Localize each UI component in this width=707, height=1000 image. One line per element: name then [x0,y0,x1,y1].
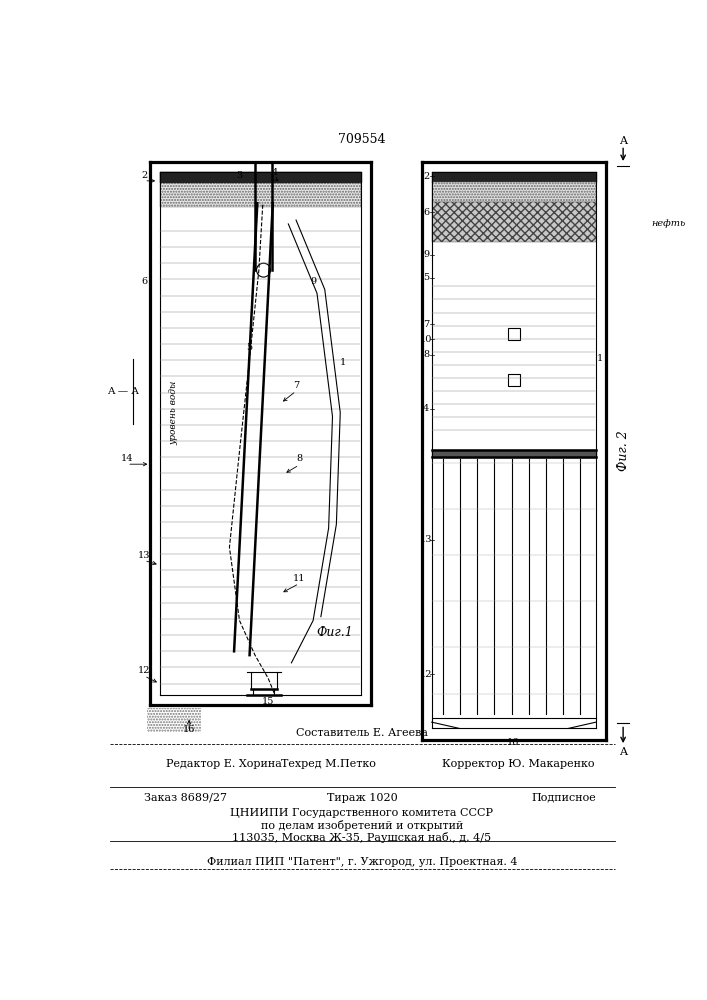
Text: Составитель Е. Агеева: Составитель Е. Агеева [296,728,428,738]
Text: 8: 8 [423,350,429,359]
Text: Филиал ПИП "Патент", г. Ужгород, ул. Проектная. 4: Филиал ПИП "Патент", г. Ужгород, ул. Про… [206,857,518,867]
Text: A: A [619,136,627,146]
Bar [146,708,201,732]
Text: 7: 7 [423,320,429,329]
Text: Фиг.1: Фиг.1 [317,626,354,639]
Text: 16: 16 [183,725,195,734]
Text: ЦНИИПИ Государственного комитета СССР: ЦНИИПИ Государственного комитета СССР [230,808,493,818]
Text: по делам изобретений и открытий: по делам изобретений и открытий [261,820,463,831]
Text: 6: 6 [423,208,429,217]
Text: 5: 5 [423,273,429,282]
Text: 13: 13 [420,535,433,544]
Text: A: A [619,747,627,757]
Text: 1: 1 [339,358,346,367]
Text: 11: 11 [293,574,305,583]
Text: Корректор Ю. Макаренко: Корректор Ю. Макаренко [443,759,595,769]
Text: A — A: A — A [107,387,139,396]
Text: 12: 12 [420,670,433,679]
Text: 1: 1 [597,354,603,363]
Text: 5: 5 [247,343,252,352]
Text: 15: 15 [262,697,274,706]
Text: Заказ 8689/27: Заказ 8689/27 [144,793,227,803]
Text: 10: 10 [420,335,433,344]
Text: 9: 9 [423,250,429,259]
Text: 13: 13 [138,551,151,560]
Text: нефть: нефть [651,219,685,228]
Text: 16: 16 [507,738,519,747]
Text: 9: 9 [310,277,316,286]
Text: Редактор Е. Хорина: Редактор Е. Хорина [166,759,282,769]
Text: 2: 2 [141,171,147,180]
Text: 6: 6 [141,277,147,286]
Text: Тираж 1020: Тираж 1020 [327,793,397,803]
Text: 7: 7 [293,381,299,390]
Text: 3: 3 [236,171,243,180]
Text: 4: 4 [423,404,429,413]
Text: уровень воды: уровень воды [169,380,178,445]
Text: 113035, Москва Ж-35, Раушская наб., д. 4/5: 113035, Москва Ж-35, Раушская наб., д. 4… [233,832,491,843]
Bar [160,172,361,207]
Bar [160,172,361,207]
Bar [508,374,520,386]
Text: Фиг. 2: Фиг. 2 [617,431,630,471]
Bar [432,202,596,242]
Text: 709554: 709554 [338,133,386,146]
Text: 14: 14 [121,454,134,463]
Bar [508,328,520,340]
Text: 8: 8 [296,454,302,463]
Text: 12: 12 [138,666,151,675]
Text: 2: 2 [423,172,429,181]
Bar [432,182,596,202]
Text: Техред М.Петко: Техред М.Петко [281,759,376,769]
Text: Подписное: Подписное [532,793,597,803]
Text: 4: 4 [271,168,278,177]
